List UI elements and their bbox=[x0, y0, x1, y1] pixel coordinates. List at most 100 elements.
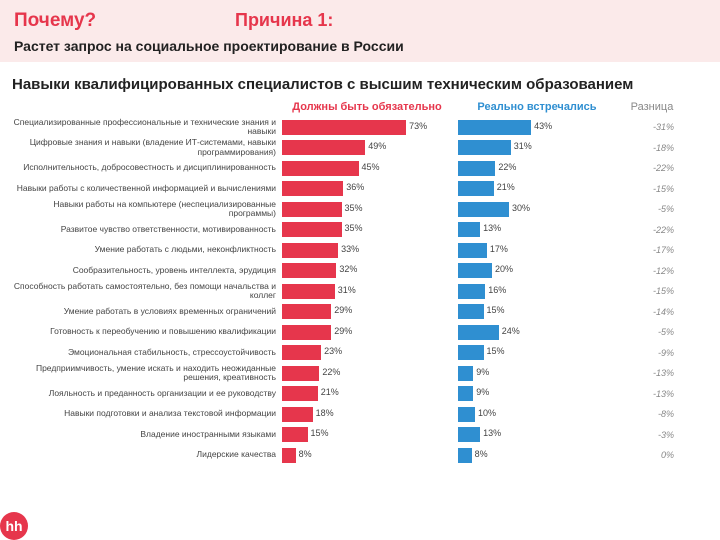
must-bar-cell: 32% bbox=[282, 263, 452, 278]
chart-row: Цифровые знания и навыки (владение ИТ-си… bbox=[12, 137, 708, 158]
diff-value: -13% bbox=[622, 389, 682, 399]
real-bar-label: 21% bbox=[497, 182, 515, 192]
chart-row: Сообразительность, уровень интеллекта, э… bbox=[12, 260, 708, 281]
real-bar-cell: 15% bbox=[452, 345, 622, 360]
header-reason: Причина 1: bbox=[235, 10, 333, 31]
chart-row: Эмоциональная стабильность, стрессоустой… bbox=[12, 342, 708, 363]
real-bar-cell: 13% bbox=[452, 222, 622, 237]
real-bar-label: 10% bbox=[478, 408, 496, 418]
real-bar: 24% bbox=[458, 325, 499, 340]
chart-row: Умение работать в условиях временных огр… bbox=[12, 301, 708, 322]
must-bar-label: 36% bbox=[346, 182, 364, 192]
chart-row: Навыки работы с количественной информаци… bbox=[12, 178, 708, 199]
diff-value: -12% bbox=[622, 266, 682, 276]
real-bar-cell: 24% bbox=[452, 325, 622, 340]
real-bar-label: 22% bbox=[498, 162, 516, 172]
real-bar-cell: 13% bbox=[452, 427, 622, 442]
diff-value: -15% bbox=[622, 286, 682, 296]
chart-rows: Специализированные профессиональные и те… bbox=[12, 117, 708, 466]
must-bar: 36% bbox=[282, 181, 343, 196]
must-bar-label: 8% bbox=[299, 449, 312, 459]
row-label: Лидерские качества bbox=[12, 450, 282, 459]
hh-logo-icon: hh bbox=[0, 512, 28, 540]
must-bar-cell: 23% bbox=[282, 345, 452, 360]
real-bar: 13% bbox=[458, 222, 480, 237]
row-label: Предприимчивость, умение искать и находи… bbox=[12, 364, 282, 383]
diff-value: -31% bbox=[622, 122, 682, 132]
real-bar-cell: 9% bbox=[452, 386, 622, 401]
chart-row: Владение иностранными языками15%13%-3% bbox=[12, 424, 708, 445]
real-bar-label: 13% bbox=[483, 428, 501, 438]
real-bar: 15% bbox=[458, 304, 484, 319]
must-bar-label: 49% bbox=[368, 141, 386, 151]
chart-row: Лидерские качества 8% 8% 0% bbox=[12, 445, 708, 466]
diff-value: -18% bbox=[622, 143, 682, 153]
real-bar-cell: 31% bbox=[452, 140, 622, 155]
real-bar: 21% bbox=[458, 181, 494, 196]
must-bar-label: 45% bbox=[362, 162, 380, 172]
must-bar-cell: 18% bbox=[282, 407, 452, 422]
row-label: Лояльность и преданность организации и е… bbox=[12, 389, 282, 398]
real-bar-cell: 22% bbox=[452, 161, 622, 176]
must-bar: 21% bbox=[282, 386, 318, 401]
must-bar-label: 31% bbox=[338, 285, 356, 295]
row-label: Навыки работы с количественной информаци… bbox=[12, 184, 282, 193]
chart-row: Навыки работы на компьютере (неспециализ… bbox=[12, 199, 708, 220]
row-label: Способность работать самостоятельно, без… bbox=[12, 282, 282, 301]
real-bar: 8% bbox=[458, 448, 472, 463]
row-label: Готовность к переобучению и повышению кв… bbox=[12, 327, 282, 336]
row-label: Сообразительность, уровень интеллекта, э… bbox=[12, 266, 282, 275]
header-band: Почему? Причина 1: Растет запрос на соци… bbox=[0, 0, 720, 62]
row-label: Цифровые знания и навыки (владение ИТ-си… bbox=[12, 138, 282, 157]
must-bar: 33% bbox=[282, 243, 338, 258]
must-bar-label: 73% bbox=[409, 121, 427, 131]
must-bar-cell: 22% bbox=[282, 366, 452, 381]
diff-value: 0% bbox=[622, 450, 682, 460]
chart-title: Навыки квалифицированных специалистов с … bbox=[12, 76, 708, 95]
must-bar-cell: 21% bbox=[282, 386, 452, 401]
real-bar-label: 17% bbox=[490, 244, 508, 254]
real-bar-label: 20% bbox=[495, 264, 513, 274]
must-bar-cell: 8% bbox=[282, 448, 452, 463]
must-bar-cell: 31% bbox=[282, 284, 452, 299]
must-bar-label: 18% bbox=[316, 408, 334, 418]
real-bar: 31% bbox=[458, 140, 511, 155]
real-bar-label: 24% bbox=[502, 326, 520, 336]
chart-row: Развитое чувство ответственности, мотиви… bbox=[12, 219, 708, 240]
real-bar: 17% bbox=[458, 243, 487, 258]
diff-value: -17% bbox=[622, 245, 682, 255]
must-bar-label: 22% bbox=[322, 367, 340, 377]
row-label: Умение работать с людьми, неконфликтност… bbox=[12, 245, 282, 254]
chart-row: Готовность к переобучению и повышению кв… bbox=[12, 322, 708, 343]
real-bar-cell: 15% bbox=[452, 304, 622, 319]
real-bar: 13% bbox=[458, 427, 480, 442]
diff-value: -22% bbox=[622, 225, 682, 235]
chart-row: Лояльность и преданность организации и е… bbox=[12, 383, 708, 404]
diff-value: -8% bbox=[622, 409, 682, 419]
real-bar-label: 9% bbox=[476, 387, 489, 397]
must-bar-label: 29% bbox=[334, 305, 352, 315]
row-label: Навыки подготовки и анализа текстовой ин… bbox=[12, 409, 282, 418]
chart-area: Навыки квалифицированных специалистов с … bbox=[0, 62, 720, 465]
real-bar-label: 15% bbox=[487, 305, 505, 315]
must-bar-cell: 33% bbox=[282, 243, 452, 258]
real-bar-label: 16% bbox=[488, 285, 506, 295]
real-bar-cell: 10% bbox=[452, 407, 622, 422]
real-bar-label: 43% bbox=[534, 121, 552, 131]
diff-value: -15% bbox=[622, 184, 682, 194]
header-why: Почему? bbox=[14, 10, 96, 32]
real-bar: 43% bbox=[458, 120, 531, 135]
real-bar: 20% bbox=[458, 263, 492, 278]
row-label: Развитое чувство ответственности, мотиви… bbox=[12, 225, 282, 234]
real-bar: 30% bbox=[458, 202, 509, 217]
must-bar-cell: 49% bbox=[282, 140, 452, 155]
real-bar-cell: 43% bbox=[452, 120, 622, 135]
must-bar-label: 35% bbox=[345, 203, 363, 213]
header-subtitle: Растет запрос на социальное проектирован… bbox=[14, 38, 706, 54]
must-bar: 23% bbox=[282, 345, 321, 360]
row-label: Умение работать в условиях временных огр… bbox=[12, 307, 282, 316]
must-bar-cell: 15% bbox=[282, 427, 452, 442]
real-bar-label: 9% bbox=[476, 367, 489, 377]
must-bar: 35% bbox=[282, 222, 342, 237]
must-bar-label: 23% bbox=[324, 346, 342, 356]
